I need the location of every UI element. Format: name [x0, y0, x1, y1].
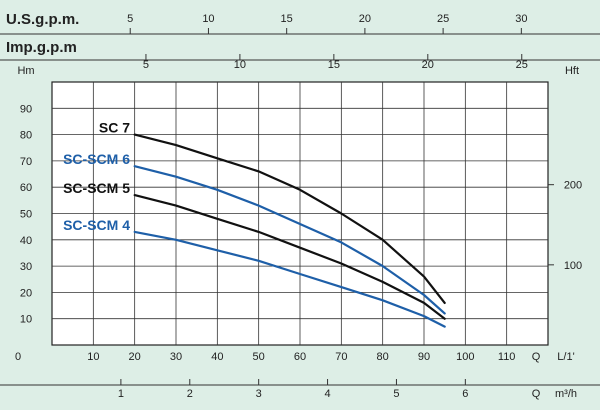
right-axis-tick-label: 100 — [564, 260, 582, 272]
us-gpm-tick-label: 20 — [359, 13, 371, 25]
m3h-tick-label: 6 — [462, 388, 468, 400]
lpm-axis-unit: L/1' — [557, 351, 574, 363]
us-gpm-tick-label: 30 — [515, 13, 527, 25]
series-line-2 — [133, 165, 446, 315]
m3h-axis-label: Q — [532, 388, 541, 400]
us-gpm-label: U.S.g.p.m. — [6, 11, 79, 28]
series-label-2: SC-SCM 6 — [63, 151, 130, 167]
us-gpm-tick-label: 25 — [437, 13, 449, 25]
lpm-tick-label: 60 — [294, 351, 306, 363]
imp-gpm-tick-label: 10 — [234, 59, 246, 71]
lpm-tick-label: 10 — [87, 351, 99, 363]
lpm-tick-label: 0 — [15, 351, 21, 363]
series-label-4: SC-SCM 4 — [63, 217, 130, 233]
m3h-tick-label: 2 — [187, 388, 193, 400]
m3h-axis-unit: m³/h — [555, 388, 577, 400]
m3h-tick-label: 4 — [324, 388, 330, 400]
series-label-3: SC-SCM 5 — [63, 180, 130, 196]
series-line-1 — [133, 133, 446, 304]
imp-gpm-tick-label: 20 — [422, 59, 434, 71]
lpm-tick-label: 100 — [456, 351, 474, 363]
left-axis-title: Hm — [17, 65, 34, 77]
us-gpm-tick-label: 10 — [202, 13, 214, 25]
imp-gpm-label: Imp.g.p.m — [6, 39, 77, 56]
m3h-tick-label: 5 — [393, 388, 399, 400]
left-axis-tick-label: 60 — [20, 182, 32, 194]
right-axis-tick-label: 200 — [564, 180, 582, 192]
m3h-tick-label: 3 — [256, 388, 262, 400]
lpm-tick-label: 20 — [129, 351, 141, 363]
lpm-axis-label: Q — [532, 351, 541, 363]
imp-gpm-tick-label: 5 — [143, 59, 149, 71]
lpm-tick-label: 110 — [498, 351, 516, 363]
left-axis-tick-label: 70 — [20, 156, 32, 168]
lpm-tick-label: 50 — [253, 351, 265, 363]
imp-gpm-tick-label: 25 — [516, 59, 528, 71]
lpm-tick-label: 40 — [211, 351, 223, 363]
left-axis-tick-label: 90 — [20, 103, 32, 115]
imp-gpm-tick-label: 15 — [328, 59, 340, 71]
series-line-3 — [133, 194, 446, 320]
lpm-tick-label: 30 — [170, 351, 182, 363]
left-axis-tick-label: 30 — [20, 261, 32, 273]
left-axis-tick-label: 80 — [20, 130, 32, 142]
m3h-tick-label: 1 — [118, 388, 124, 400]
left-axis-tick-label: 20 — [20, 287, 32, 299]
left-axis-tick-label: 50 — [20, 209, 32, 221]
left-axis-tick-label: 40 — [20, 235, 32, 247]
series-label-1: SC 7 — [99, 120, 130, 136]
us-gpm-tick-label: 5 — [127, 13, 133, 25]
series-line-4 — [133, 230, 446, 328]
lpm-tick-label: 80 — [377, 351, 389, 363]
us-gpm-tick-label: 15 — [281, 13, 293, 25]
right-axis-title: Hft — [565, 65, 579, 77]
lpm-tick-label: 70 — [335, 351, 347, 363]
left-axis-tick-label: 10 — [20, 314, 32, 326]
lpm-tick-label: 90 — [418, 351, 430, 363]
